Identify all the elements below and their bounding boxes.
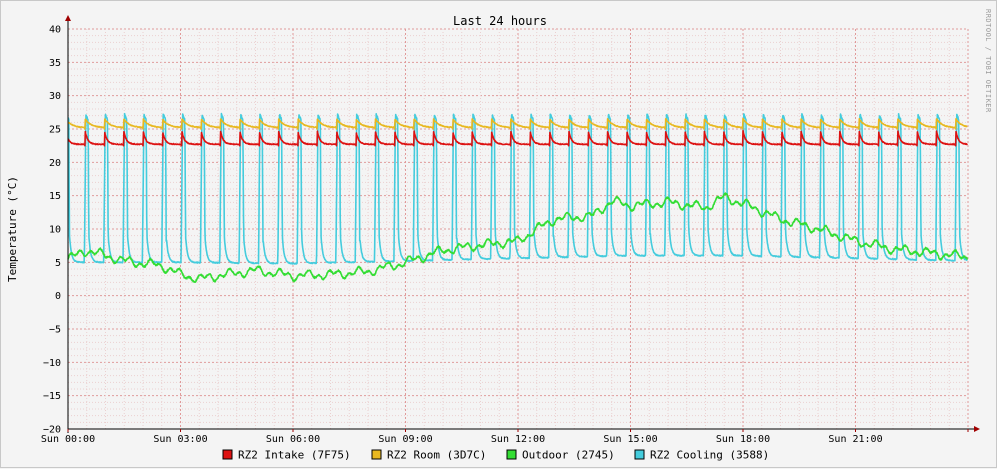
y-tick-label: −20: [43, 425, 61, 436]
y-tick-label: 0: [55, 291, 61, 302]
x-tick-label: Sun 18:00: [716, 434, 770, 445]
legend-label: RZ2 Cooling (3588): [650, 449, 769, 462]
legend-swatch: [634, 449, 645, 460]
y-tick-label: 35: [49, 58, 61, 69]
y-tick-labels: −20 −15 −10 −5 0 5 10 15 20 25 30 35 40: [43, 25, 61, 436]
legend-label: RZ2 Intake (7F75): [238, 449, 351, 462]
y-axis-arrow: [65, 15, 71, 21]
x-axis-arrow: [974, 426, 980, 432]
y-tick-label: −10: [43, 358, 61, 369]
y-tick-label: 40: [49, 25, 61, 36]
legend: RZ2 Intake (7F75) RZ2 Room (3D7C) Outdoor …: [222, 449, 769, 462]
series-line: [67, 117, 968, 130]
y-tick-label: 10: [49, 225, 61, 236]
y-tick-label: 15: [49, 191, 61, 202]
series-lines: [67, 112, 969, 283]
grid-lines: [67, 28, 969, 430]
x-tick-labels: Sun 00:00 Sun 03:00 Sun 06:00 Sun 09:00 Sun …: [41, 434, 883, 445]
y-tick-label: −15: [43, 391, 61, 402]
x-tick-label: Sun 09:00: [378, 434, 432, 445]
axes: [65, 15, 980, 433]
x-tick-label: Sun 12:00: [491, 434, 545, 445]
legend-label: Outdoor (2745): [522, 449, 615, 462]
y-tick-label: 30: [49, 91, 61, 102]
x-tick-label: Sun 21:00: [828, 434, 882, 445]
x-tick-label: Sun 06:00: [266, 434, 320, 445]
y-tick-label: 25: [49, 125, 61, 136]
legend-swatch: [371, 449, 382, 460]
legend-swatch: [506, 449, 517, 460]
chart-title: Last 24 hours: [453, 14, 547, 28]
series-line: [67, 129, 968, 147]
y-tick-label: 20: [49, 158, 61, 169]
legend-label: RZ2 Room (3D7C): [387, 449, 486, 462]
y-axis-label: Temperature (°C): [6, 176, 19, 282]
series-line: [67, 112, 968, 265]
series-line: [67, 192, 969, 283]
y-tick-label: 5: [55, 258, 61, 269]
x-tick-label: Sun 15:00: [603, 434, 657, 445]
x-tick-label: Sun 03:00: [153, 434, 207, 445]
y-tick-label: −5: [49, 325, 61, 336]
x-tick-label: Sun 00:00: [41, 434, 95, 445]
legend-swatch: [222, 449, 233, 460]
rrdtool-watermark: RRDTOOL / TOBI OETIKER: [984, 9, 992, 113]
